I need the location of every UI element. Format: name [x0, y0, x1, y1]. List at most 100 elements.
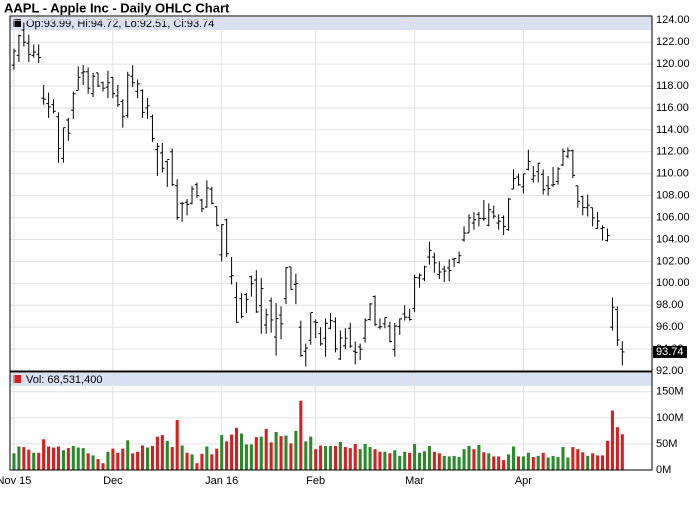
volume-bar: [531, 456, 535, 470]
volume-bar: [383, 451, 387, 470]
volume-bar: [22, 447, 26, 470]
volume-bar: [239, 433, 244, 470]
volume-bar: [338, 441, 342, 470]
x-tick-label: Feb: [306, 475, 325, 487]
volume-bar: [71, 446, 75, 470]
volume-bar: [536, 455, 540, 470]
y-tick-label: 0M: [656, 464, 671, 476]
volume-bar: [309, 436, 313, 470]
vol-strip: [10, 373, 652, 386]
volume-bar: [205, 446, 209, 470]
vol-info: Vol: 68,531,400: [26, 374, 102, 386]
volume-bar: [541, 452, 545, 470]
volume-bar: [91, 455, 95, 470]
volume-bar: [37, 452, 41, 470]
volume-bar: [333, 446, 337, 470]
x-tick-label: Dec: [103, 475, 123, 487]
volume-bar: [601, 455, 605, 470]
volume-bar: [274, 431, 278, 470]
volume-bar: [363, 443, 367, 470]
x-tick-label: Apr: [515, 475, 532, 487]
volume-bar: [195, 463, 199, 470]
y-tick-label: 96.00: [656, 321, 684, 333]
volume-bar: [220, 435, 224, 470]
volume-bar: [353, 443, 357, 470]
volume-bar: [418, 452, 422, 470]
y-tick-label: 116.00: [656, 102, 689, 114]
y-tick-label: 112.00: [656, 146, 689, 158]
volume-bar: [467, 446, 471, 470]
x-tick-label: Jan 16: [205, 475, 238, 487]
volume-bar: [413, 443, 417, 470]
volume-bar: [269, 442, 273, 470]
volume-bar: [17, 446, 21, 470]
volume-bar: [358, 449, 362, 470]
volume-bar: [225, 441, 229, 470]
volume-bar: [546, 457, 550, 470]
last-price-box: [653, 345, 687, 358]
volume-bar: [457, 456, 461, 470]
volume-bar: [422, 451, 427, 470]
y-tick-label: 108.00: [656, 190, 690, 202]
volume-bar: [170, 447, 174, 470]
volume-bar: [442, 455, 446, 470]
volume-bar: [215, 448, 219, 470]
y-tick-label: 102.00: [656, 255, 690, 267]
y-tick-label: 92.00: [656, 365, 684, 377]
volume-bar: [511, 446, 516, 470]
volume-bar: [591, 453, 595, 470]
volume-bar: [427, 446, 431, 470]
volume-bar: [507, 454, 511, 470]
y-tick-label: 100.00: [656, 277, 690, 289]
volume-bar: [150, 446, 154, 470]
volume-bar: [482, 452, 486, 470]
volume-bar: [185, 452, 189, 470]
volume-bar: [284, 435, 288, 470]
volume-bar: [145, 447, 150, 470]
volume-bar: [51, 447, 56, 470]
volume-bar: [155, 436, 159, 470]
volume-bar: [259, 436, 263, 470]
volume-bar: [526, 452, 530, 470]
y-tick-label: 150M: [656, 386, 684, 398]
volume-bar: [571, 447, 575, 470]
volume-bar: [561, 447, 565, 470]
volume-bar: [42, 439, 46, 470]
volume-bar: [516, 456, 520, 470]
volume-bar: [81, 448, 85, 470]
volume-bar: [136, 451, 140, 470]
volume-bar: [521, 456, 525, 470]
vol-icon: [13, 375, 21, 383]
x-tick-label: Mar: [405, 475, 424, 487]
volume-bar: [388, 453, 392, 470]
volume-bar: [66, 448, 70, 470]
volume-bar: [502, 460, 506, 470]
volume-bar: [477, 444, 481, 470]
y-tick-label: 122.00: [656, 36, 690, 48]
y-tick-label: 104.00: [656, 233, 690, 245]
volume-bar: [279, 436, 283, 470]
volume-bar: [61, 450, 65, 470]
volume-bar: [101, 463, 105, 470]
volume-bar: [447, 456, 451, 470]
volume-bar: [472, 449, 476, 470]
volume-bar: [432, 451, 436, 470]
frame: [9, 15, 653, 471]
y-tick-label: 100M: [656, 412, 684, 424]
volume-bar: [116, 452, 120, 470]
volume-bar: [487, 453, 491, 470]
volume-bar: [566, 457, 570, 470]
volume-bar: [299, 400, 303, 470]
volume-bar: [586, 455, 590, 470]
volume-bar: [200, 453, 204, 470]
volume-bar: [620, 434, 624, 470]
volume-bar: [289, 443, 293, 470]
y-tick-label: 106.00: [656, 211, 690, 223]
volume-bar: [408, 452, 412, 470]
volume-bar: [165, 440, 169, 470]
y-tick-label: 114.00: [656, 124, 689, 136]
volume-bar: [32, 452, 36, 470]
volume-bar: [314, 449, 318, 470]
